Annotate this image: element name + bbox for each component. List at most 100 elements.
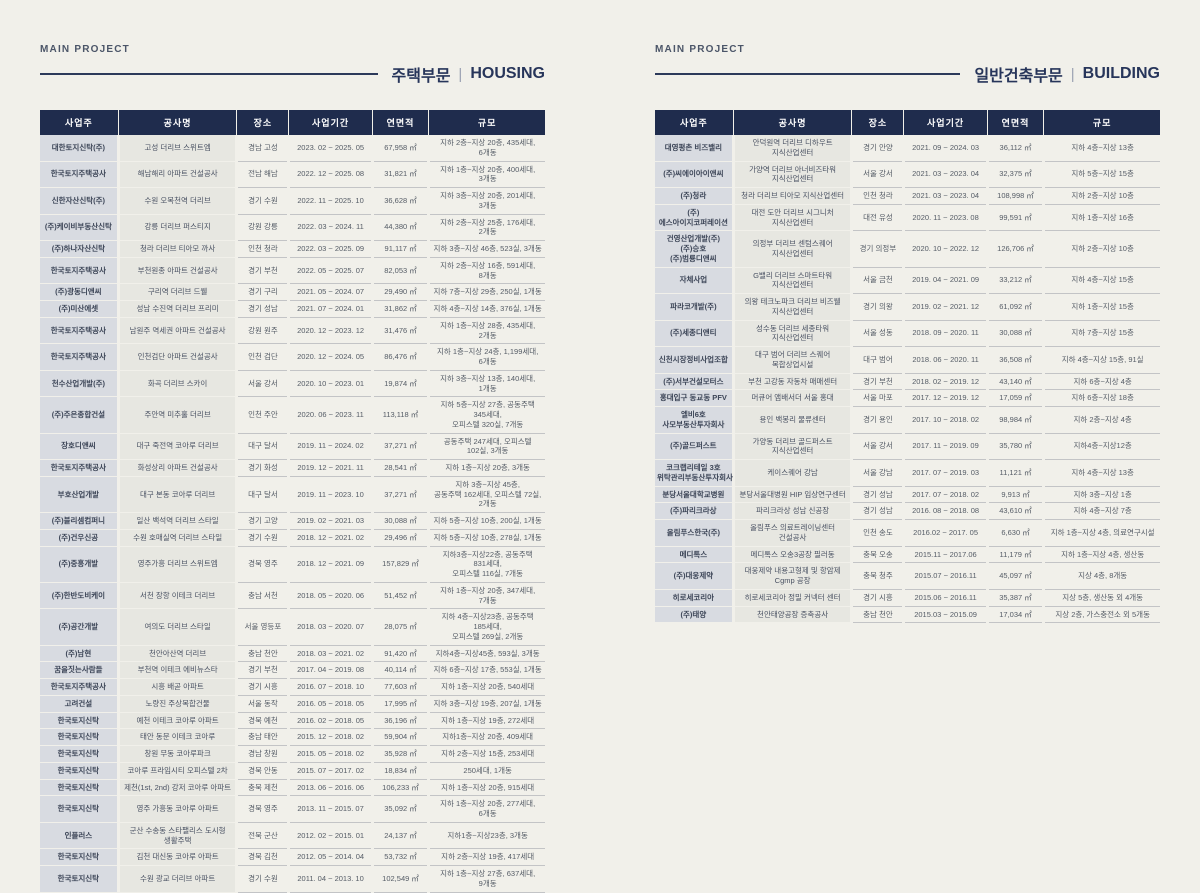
table-row: 부호산업개발 대구 본동 코아루 더리브 대구 달서 2019. 11 ~ 2023.… (40, 476, 545, 514)
cell-location: 경기 부천 (850, 373, 904, 391)
cell-area: 29,490 ㎡ (370, 283, 429, 301)
cell-client: (주)서부건설모터스 (655, 373, 734, 391)
cell-scale: 지하 3층~지상 19층, 207실, 1개동 (427, 695, 545, 713)
cell-client: (주)골드퍼스트 (655, 433, 734, 460)
column-header: 사업주 (655, 110, 734, 135)
building-section: MAIN PROJECT 일반건축부문 | BUILDING 사업주 공사명 장소 사… (655, 44, 1160, 624)
cell-period: 2019. 12 ~ 2021. 11 (287, 459, 373, 477)
cell-client: (주)남현 (40, 645, 119, 663)
cell-area: 67,958 ㎡ (370, 135, 429, 162)
cell-scale: 지하 3층~지상 45층, 공동주택 162세대, 오피스텔 72실, 2개동 (427, 476, 545, 514)
cell-client: 분당서울대학교병원 (655, 486, 734, 504)
cell-client: 한국토지신탁 (40, 712, 119, 730)
cell-client: (주)씨에이아이앤씨 (655, 161, 734, 188)
cell-scale: 지하 4층~지상 7층 (1042, 502, 1160, 520)
table-row: 한국토지신탁 코아루 프라임시티 오피스텔 2차 경북 안동 2015. 07 ~ 2… (40, 762, 545, 780)
table-header-row: 사업주 공사명 장소 사업기간 연면적 규모 (40, 110, 545, 135)
cell-project: 인천검단 아파트 건설공사 (116, 343, 237, 371)
cell-project: 용인 백봉리 물류센터 (731, 406, 852, 434)
cell-project: 대구 본동 코아루 더리브 (116, 476, 237, 514)
column-header: 공사명 (732, 110, 852, 135)
cell-client: (주)블리셈컴퍼니 (40, 512, 119, 530)
cell-period: 2013. 06 ~ 2016. 06 (287, 779, 373, 797)
cell-period: 2016. 02 ~ 2018. 05 (287, 712, 373, 730)
cell-project: 강릉 더리브 퍼스티지 (116, 214, 237, 241)
title-rule (655, 73, 961, 75)
table-row: (주)미산에셋 성남 수진역 더리브 프리미 경기 성남 2021. 07 ~ 202… (40, 300, 545, 318)
table-row: (주)공간개발 여의도 더리브 스타일 서울 영등포 2018. 03 ~ 2020.… (40, 608, 545, 646)
cell-scale: 지하 1층~지상 20층, 277세대, 6개동 (427, 795, 545, 823)
cell-scale: 지하 7층~지상 29층, 250실, 1개동 (427, 283, 545, 301)
cell-location: 경기 부천 (235, 661, 289, 679)
cell-area: 91,117 ㎡ (370, 240, 429, 258)
cell-location: 전북 군산 (235, 822, 289, 850)
cell-period: 2018. 03 ~ 2021. 02 (287, 645, 373, 663)
cell-period: 2012. 02 ~ 2015. 01 (287, 822, 373, 850)
cell-location: 경기 용인 (850, 406, 904, 434)
cell-project: 파리크라상 성남 신공장 (731, 502, 852, 520)
cell-client: 대한토지신탁(주) (40, 135, 119, 162)
cell-project: 가양동 더리브 골드퍼스트 지식산업센터 (731, 433, 852, 460)
cell-period: 2017. 11 ~ 2019. 09 (902, 433, 988, 460)
table-row: 고려건설 노량진 주상복합건물 서울 동작 2016. 05 ~ 2018. 05 17… (40, 695, 545, 713)
cell-location: 대구 달서 (235, 433, 289, 460)
cell-scale: 지하 1층~지상 16층 (1042, 204, 1160, 232)
cell-client: 한국토지신탁 (40, 795, 119, 823)
cell-location: 충남 천안 (235, 645, 289, 663)
cell-location: 경기 시흥 (235, 678, 289, 696)
cell-period: 2012. 05 ~ 2014. 04 (287, 848, 373, 866)
cell-area: 53,732 ㎡ (370, 848, 429, 866)
cell-scale: 지하 1층~지상 4층, 생산동 (1042, 546, 1160, 564)
cell-period: 2015.07 ~ 2016.11 (902, 562, 988, 590)
cell-location: 서울 강남 (850, 459, 904, 487)
cell-client: 한국토지주택공사 (40, 459, 119, 477)
cell-project: 가양역 더리브 아너비즈타워 지식산업센터 (731, 161, 852, 188)
cell-area: 86,476 ㎡ (370, 343, 429, 371)
cell-period: 2017. 04 ~ 2019. 08 (287, 661, 373, 679)
table-row: (주)파리크라상 파리크라상 성남 신공장 경기 성남 2016. 08 ~ 2018… (655, 502, 1160, 520)
cell-scale: 지하 6층~지상 4층 (1042, 373, 1160, 391)
cell-area: 17,995 ㎡ (370, 695, 429, 713)
cell-period: 2017. 10 ~ 2018. 02 (902, 406, 988, 434)
cell-scale: 지하 3층~지상 13층, 140세대, 1개동 (427, 370, 545, 398)
cell-location: 경기 의정부 (850, 230, 904, 268)
table-row: (주)서부건설모터스 부천 고강동 자동차 매매센터 경기 부천 2018. 02 ~… (655, 373, 1160, 391)
cell-project: 청라 더리브 티아모 까사 (116, 240, 237, 258)
cell-client: 파라코개발(주) (655, 293, 734, 321)
table-row: 메디톡스 메디톡스 오송3공장 필러동 충북 오송 2015.11 ~ 2017.06… (655, 546, 1160, 564)
cell-period: 2020. 06 ~ 2023. 11 (287, 396, 373, 434)
cell-location: 경기 의왕 (850, 293, 904, 321)
column-header: 연면적 (371, 110, 429, 135)
cell-scale: 지하 2층~지상 10층 (1042, 230, 1160, 268)
column-header: 사업기간 (288, 110, 373, 135)
table-row: 한국토지신탁 수원 광교 더리브 아파트 경기 수원 2011. 04 ~ 2013.… (40, 865, 545, 893)
cell-project: 군산 수송동 스타팰리스 도시형 생활주택 (116, 822, 237, 850)
cell-project: 화성상리 아파트 건설공사 (116, 459, 237, 477)
cell-period: 2016. 07 ~ 2018. 10 (287, 678, 373, 696)
section-title-ko: 일반건축부문 (974, 68, 1063, 85)
table-row: (주)에스아이지코퍼레이션 대전 도안 더리브 시그니처 지식산업센터 대전 유성 2… (655, 204, 1160, 232)
section-title-ko: 주택부문 (391, 68, 451, 85)
cell-scale: 지하4층~지상45층, 593실, 3개동 (427, 645, 545, 663)
cell-client: (주)광동디앤씨 (40, 283, 119, 301)
cell-location: 대구 달서 (235, 476, 289, 514)
cell-area: 59,904 ㎡ (370, 728, 429, 746)
cell-client: (주)케이비부동산신탁 (40, 214, 119, 241)
cell-area: 77,603 ㎡ (370, 678, 429, 696)
table-row: 한국토지주택공사 남원주 역세권 아파트 건설공사 강원 원주 2020. 12 ~ … (40, 317, 545, 345)
cell-area: 30,088 ㎡ (370, 512, 429, 530)
cell-location: 인천 청라 (235, 240, 289, 258)
table-row: 한국토지신탁 태안 동문 이테크 코아루 충남 태안 2015. 12 ~ 2018.… (40, 728, 545, 746)
cell-period: 2017. 12 ~ 2019. 12 (902, 389, 988, 407)
cell-area: 35,092 ㎡ (370, 795, 429, 823)
cell-location: 인천 청라 (850, 187, 904, 205)
cell-area: 29,496 ㎡ (370, 529, 429, 547)
cell-area: 6,630 ㎡ (985, 519, 1044, 547)
cell-scale: 지하4층~지상12층 (1042, 433, 1160, 460)
cell-location: 서울 성동 (850, 320, 904, 347)
table-row: 신천시장정비사업조합 대구 범어 더리브 스퀘어 복합상업시설 대구 범어 2018.… (655, 346, 1160, 374)
table-row: (주)세종디앤티 성수동 더리브 세종타워 지식산업센터 서울 성동 2018. 09… (655, 320, 1160, 347)
cell-project: 제천(1st, 2nd) 강저 코아루 아파트 (116, 779, 237, 797)
cell-client: (주)에스아이지코퍼레이션 (655, 204, 734, 232)
cell-area: 30,088 ㎡ (985, 320, 1044, 347)
